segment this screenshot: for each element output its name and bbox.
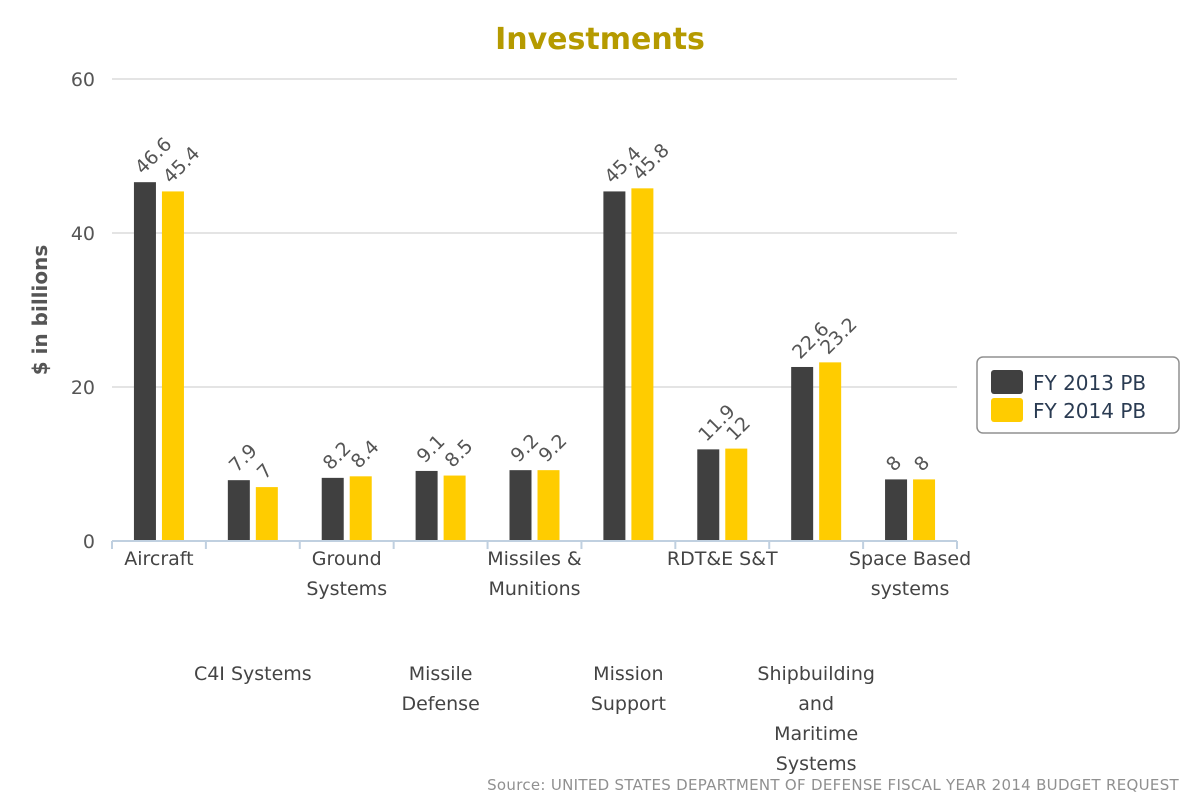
- y-tick-label: 20: [71, 377, 95, 399]
- legend-swatch: [991, 370, 1023, 394]
- x-tick-label: Missile Defense: [401, 663, 479, 715]
- x-tick-label: C4I Systems: [194, 663, 312, 685]
- data-labels: 46.645.47.97 8.28.4 9.18.5 9.29.245.445.811…: [131, 133, 934, 483]
- y-axis-label: $ in billions: [28, 245, 52, 376]
- legend-item[interactable]: FY 2014 PB: [1033, 399, 1146, 423]
- grid-lines: [112, 78, 957, 388]
- bar[interactable]: [791, 366, 814, 541]
- data-label: 8: [910, 452, 934, 476]
- bar[interactable]: [913, 479, 936, 541]
- data-label: 23.2: [816, 313, 861, 358]
- x-tick-label: Mission Support: [591, 663, 666, 715]
- y-tick-label: 60: [71, 69, 95, 91]
- bar[interactable]: [255, 487, 278, 541]
- bar-series: [133, 182, 936, 542]
- bar[interactable]: [509, 470, 532, 541]
- y-tick-label: 0: [83, 531, 95, 553]
- legend-item[interactable]: FY 2013 PB: [1033, 371, 1146, 395]
- bar[interactable]: [321, 477, 344, 541]
- data-label: 8.5: [441, 435, 478, 472]
- source-note: Source: UNITED STATES DEPARTMENT OF DEFE…: [487, 776, 1179, 794]
- bar[interactable]: [603, 191, 626, 542]
- bar[interactable]: [885, 479, 908, 541]
- bar[interactable]: [227, 480, 250, 541]
- bar[interactable]: [697, 449, 720, 541]
- bar[interactable]: [819, 362, 842, 541]
- x-tick-label: RDT&E S&T: [667, 548, 778, 570]
- bar[interactable]: [349, 476, 372, 541]
- bar[interactable]: [537, 470, 560, 541]
- bar[interactable]: [415, 470, 438, 541]
- x-tick-label: Space Based systems: [849, 548, 971, 600]
- y-axis: 0 20 40 60: [71, 69, 95, 553]
- bar[interactable]: [725, 448, 748, 541]
- bar[interactable]: [631, 188, 654, 541]
- x-tick-label: Aircraft: [124, 548, 193, 570]
- bar[interactable]: [133, 182, 156, 541]
- y-tick-label: 40: [71, 223, 95, 245]
- data-label: 8: [882, 452, 906, 476]
- data-label: 8.4: [347, 436, 384, 473]
- data-label: 45.8: [628, 139, 673, 184]
- data-label: 9.2: [534, 430, 571, 467]
- data-label: 9.1: [413, 431, 450, 468]
- data-label: 7: [253, 460, 277, 484]
- chart-title: Investments: [495, 22, 705, 57]
- x-tick-label: Ground Systems: [306, 548, 387, 600]
- legend[interactable]: FY 2013 PB FY 2014 PB: [976, 356, 1180, 434]
- bar[interactable]: [443, 475, 466, 541]
- legend-swatch: [991, 398, 1023, 422]
- x-axis: Aircraft C4I Systems Ground Systems Missile D…: [111, 540, 971, 775]
- x-tick-label: Missiles & Munitions: [487, 548, 582, 600]
- legend-box: [976, 356, 1180, 434]
- bar[interactable]: [161, 191, 184, 542]
- x-tick-label: Shipbuilding and Maritime Systems: [757, 663, 875, 775]
